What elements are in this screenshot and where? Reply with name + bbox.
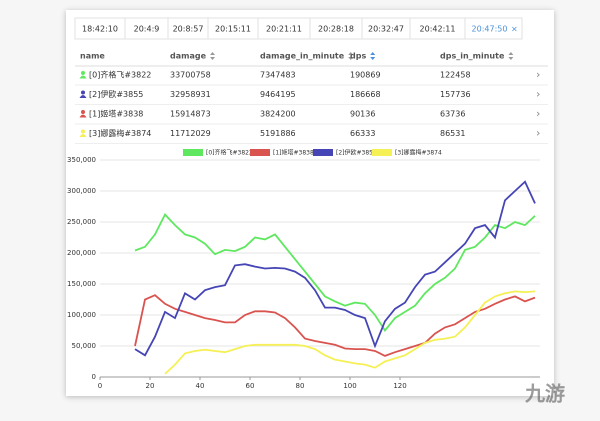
row-icon-body xyxy=(79,95,87,98)
row-icon-body xyxy=(79,114,87,118)
row-icon-head xyxy=(81,110,85,114)
legend-swatch[interactable] xyxy=(313,149,333,156)
table-cell: 11712029 xyxy=(170,129,211,138)
table-cell: [3]娜露梅#3874 xyxy=(89,128,151,138)
row-icon-head xyxy=(81,129,85,134)
column-header: dps_in_minute xyxy=(440,52,505,61)
tab[interactable] xyxy=(464,17,523,40)
y-tick-label: 200,000 xyxy=(67,249,96,257)
y-tick-label: 250,000 xyxy=(67,218,96,226)
y-tick-label: 350,000 xyxy=(67,156,96,164)
y-tick-label: 150,000 xyxy=(67,280,96,288)
tab-label: 20:21:11 xyxy=(266,25,302,34)
x-tick-label: 0 xyxy=(98,382,102,390)
legend-label[interactable]: [3]娜露梅#3874 xyxy=(395,149,442,157)
card xyxy=(66,10,554,396)
table-cell: 122458 xyxy=(440,71,471,80)
tab-label: 20:8:57 xyxy=(173,25,204,34)
legend-swatch[interactable] xyxy=(372,149,392,156)
tab-label: 20:32:47 xyxy=(368,25,404,34)
sort-icon[interactable] xyxy=(210,52,216,60)
table-cell: 186668 xyxy=(350,90,381,99)
legend-label[interactable]: [0]齐格飞#3822 xyxy=(206,149,253,157)
sort-icon[interactable] xyxy=(508,52,514,60)
table-cell: 9464195 xyxy=(260,90,296,99)
sort-icon[interactable] xyxy=(370,52,376,60)
table-cell: 66333 xyxy=(350,129,375,138)
y-tick-label: 50,000 xyxy=(72,342,97,350)
tab-label: 20:15:11 xyxy=(215,25,251,34)
tab-label: 18:42:10 xyxy=(82,25,118,34)
row-icon-head xyxy=(81,71,85,75)
table-cell: 15914873 xyxy=(170,110,211,119)
column-header: name xyxy=(80,52,105,61)
table-cell: 32958931 xyxy=(170,90,211,99)
table-cell: 157736 xyxy=(440,90,471,99)
tab-close[interactable]: × xyxy=(511,25,518,34)
column-header: dps xyxy=(350,52,366,61)
row-chevron[interactable]: › xyxy=(536,88,540,101)
row-icon-body xyxy=(79,134,87,137)
table-cell: [1]姬塔#3838 xyxy=(89,109,143,119)
legend-label[interactable]: [2]伊欧#3855 xyxy=(336,149,377,157)
y-tick-label: 0 xyxy=(92,373,96,381)
x-tick-label: 60 xyxy=(246,382,255,390)
table-cell: 7347483 xyxy=(260,71,296,80)
x-tick-label: 100 xyxy=(343,382,356,390)
row-icon-body xyxy=(79,75,87,79)
series-line xyxy=(134,180,536,357)
table-cell: 90136 xyxy=(350,110,375,119)
table-cell: 5191886 xyxy=(260,129,296,138)
row-icon-head xyxy=(81,90,85,95)
table-cell: 86531 xyxy=(440,129,465,138)
x-tick-label: 80 xyxy=(296,382,305,390)
table-cell: 33700758 xyxy=(170,71,211,80)
series-line xyxy=(134,294,536,357)
row-chevron[interactable]: › xyxy=(536,107,540,120)
table-cell: 3824200 xyxy=(260,110,296,119)
tab-label: 20:28:18 xyxy=(318,25,354,34)
row-chevron[interactable]: › xyxy=(536,127,540,140)
tab-label: 20:47:50 xyxy=(472,25,508,34)
table-cell: [2]伊欧#3855 xyxy=(89,89,143,99)
column-header: damage_in_minute xyxy=(260,52,345,61)
y-tick-label: 100,000 xyxy=(67,311,96,319)
x-tick-label: 20 xyxy=(146,382,155,390)
table-cell: 190869 xyxy=(350,71,381,80)
table-cell: [0]齐格飞#3822 xyxy=(89,70,151,80)
x-tick-label: 40 xyxy=(196,382,205,390)
series-line xyxy=(164,290,536,375)
table-cell: 63736 xyxy=(440,110,465,119)
series-line xyxy=(134,213,536,333)
legend-label[interactable]: [1]姬塔#3838 xyxy=(273,149,314,157)
column-header: damage xyxy=(170,52,207,61)
tab-label: 20:42:11 xyxy=(420,25,456,34)
tab-label: 20:4:9 xyxy=(134,25,160,34)
watermark: 九游 xyxy=(524,382,565,406)
legend-swatch[interactable] xyxy=(183,149,203,156)
x-tick-label: 120 xyxy=(393,382,406,390)
y-tick-label: 300,000 xyxy=(67,187,96,195)
legend-swatch[interactable] xyxy=(250,149,270,156)
row-chevron[interactable]: › xyxy=(536,68,540,81)
sort-icon[interactable] xyxy=(348,52,354,60)
